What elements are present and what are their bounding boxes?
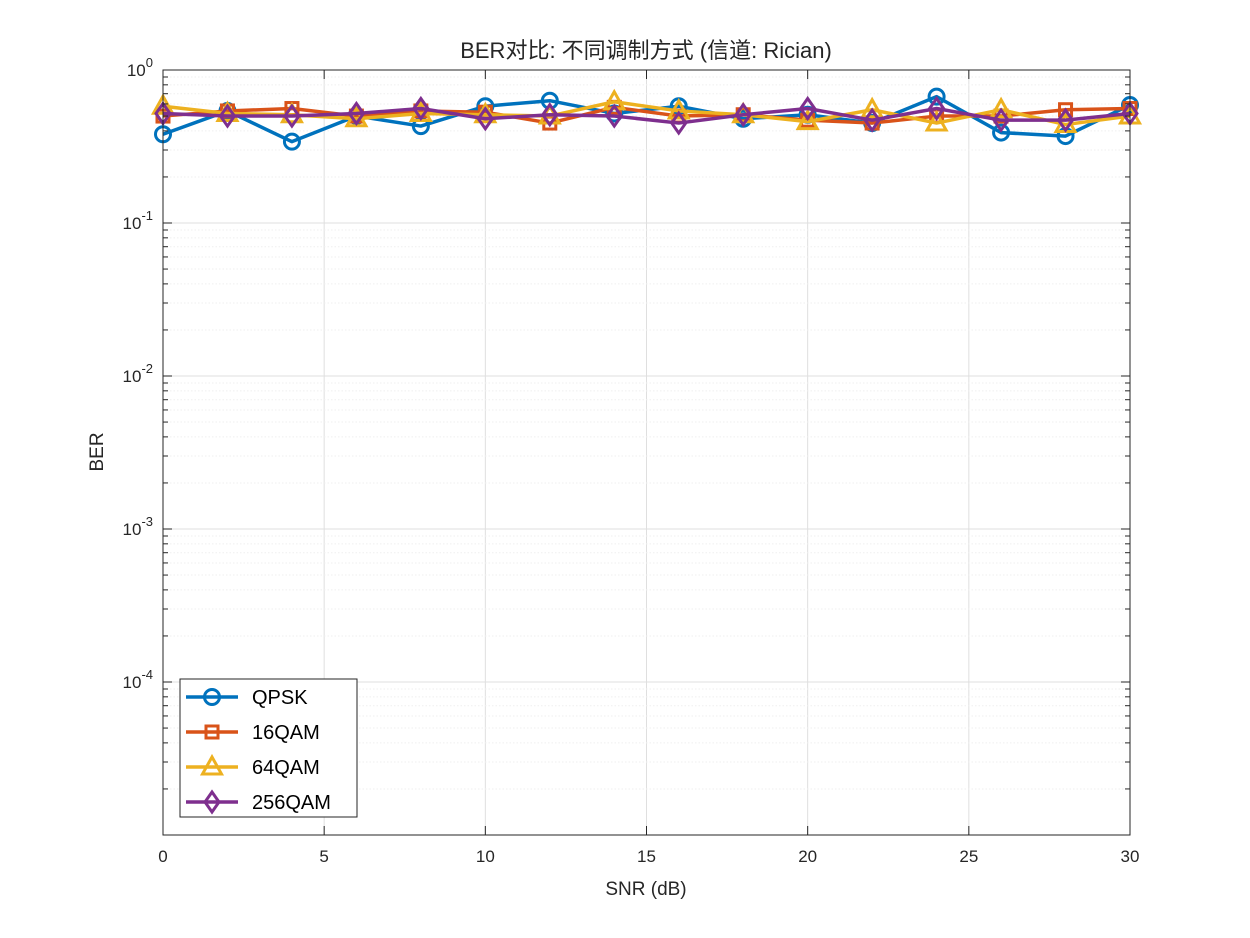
legend-marker xyxy=(203,688,221,706)
data-point xyxy=(282,132,301,151)
ticks xyxy=(162,70,1131,836)
y-tick-base: 10 xyxy=(123,673,142,692)
y-tick-exponent: -4 xyxy=(141,667,153,682)
data-point xyxy=(860,96,885,119)
legend-entry-64qam: 64QAM xyxy=(186,753,320,779)
legend-entry-16qam: 16QAM xyxy=(186,722,320,744)
series-group xyxy=(150,87,1143,151)
legend-marker xyxy=(203,789,221,815)
legend-entry-256qam: 256QAM xyxy=(186,789,331,815)
y-tick-exponent: 0 xyxy=(146,55,153,70)
data-point xyxy=(669,110,688,136)
legend-marker xyxy=(204,724,220,740)
x-tick-label: 20 xyxy=(798,847,817,866)
data-point xyxy=(924,109,949,132)
y-tick-label: 100 xyxy=(127,55,153,80)
y-tick-label: 10-4 xyxy=(123,667,153,692)
data-point xyxy=(218,103,237,129)
y-tick-exponent: -3 xyxy=(141,514,153,529)
y-tick-label: 10-3 xyxy=(123,514,153,539)
y-tick-exponent: -2 xyxy=(141,361,153,376)
data-point xyxy=(798,95,817,122)
legend: QPSK 16QAM 64QAM 256QAM xyxy=(179,678,358,818)
y-tick-base: 10 xyxy=(123,214,142,233)
x-tick-label: 25 xyxy=(959,847,978,866)
x-tick-label: 10 xyxy=(476,847,495,866)
y-tick-base: 10 xyxy=(123,520,142,539)
data-point xyxy=(347,100,366,127)
y-axis-label: BER xyxy=(87,432,108,471)
data-point xyxy=(666,97,691,120)
data-point xyxy=(734,102,753,128)
y-tick-label: 10-2 xyxy=(123,361,153,386)
x-tick-label: 15 xyxy=(637,847,656,866)
data-point xyxy=(927,87,946,106)
legend-marker xyxy=(199,753,225,776)
legend-label: QPSK xyxy=(252,687,308,709)
legend-label: 64QAM xyxy=(252,757,320,779)
legend-entry-qpsk: QPSK xyxy=(186,687,308,709)
series-line xyxy=(162,106,1131,125)
data-point xyxy=(992,107,1010,133)
x-tick-label: 5 xyxy=(319,847,328,866)
legend-label: 16QAM xyxy=(252,722,320,744)
data-point xyxy=(992,123,1011,142)
y-tick-base: 10 xyxy=(127,61,146,80)
x-tick-label: 30 xyxy=(1121,847,1140,866)
data-point xyxy=(795,108,820,131)
data-point xyxy=(412,95,430,122)
data-point xyxy=(540,102,559,128)
y-tick-exponent: -1 xyxy=(141,208,153,223)
data-point xyxy=(476,106,495,132)
series-line xyxy=(162,100,1131,127)
data-point xyxy=(283,103,301,129)
x-tick-label: 0 xyxy=(158,847,167,866)
data-point xyxy=(602,88,627,111)
x-axis-label: SNR (dB) xyxy=(605,879,686,900)
legend-label: 256QAM xyxy=(252,792,331,814)
chart-title: BER对比: 不同调制方式 (信道: Rician) xyxy=(460,38,832,63)
y-tick-label: 10-1 xyxy=(123,208,153,233)
data-point xyxy=(989,96,1014,119)
y-tick-base: 10 xyxy=(123,367,142,386)
data-point xyxy=(863,107,881,133)
data-point xyxy=(927,95,946,122)
x-tick-labels: 0 5 10 15 20 25 30 xyxy=(158,847,1139,866)
data-point xyxy=(1056,107,1075,133)
series-256qam xyxy=(154,95,1139,136)
data-point xyxy=(605,103,624,129)
